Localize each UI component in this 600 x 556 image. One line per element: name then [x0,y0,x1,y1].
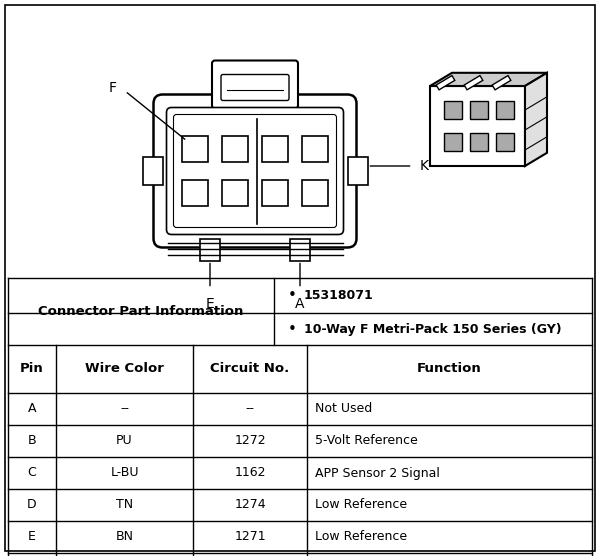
Text: Not Used: Not Used [315,403,372,415]
Bar [182,180,208,206]
Text: Wire Color: Wire Color [85,363,164,375]
Text: Connector Part Information: Connector Part Information [38,305,244,318]
Text: D: D [27,499,37,512]
Text: PU: PU [116,434,133,448]
Text: 5-Volt Reference: 5-Volt Reference [315,434,418,448]
Bar [262,136,288,162]
Text: 1162: 1162 [235,466,266,479]
FancyBboxPatch shape [173,115,337,227]
Text: •: • [287,321,296,336]
Text: E: E [206,296,214,310]
Text: F: F [109,81,117,95]
Text: A: A [28,403,36,415]
Text: 10-Way F Metri-Pack 150 Series (GY): 10-Way F Metri-Pack 150 Series (GY) [304,322,562,335]
Bar [444,133,462,151]
Text: 15318071: 15318071 [304,289,373,302]
Polygon shape [525,73,547,166]
Bar [430,86,525,166]
Text: C: C [28,466,37,479]
Bar [496,133,514,151]
Bar [470,133,488,151]
Text: TN: TN [116,499,133,512]
Bar [470,101,488,119]
Bar [302,136,328,162]
FancyBboxPatch shape [221,75,289,101]
Bar [347,157,367,185]
Bar [143,157,163,185]
Text: --: -- [245,403,254,415]
Bar [222,180,248,206]
Text: •: • [287,288,296,303]
Polygon shape [430,73,547,86]
FancyBboxPatch shape [167,107,343,235]
FancyBboxPatch shape [212,61,298,108]
FancyBboxPatch shape [154,95,356,247]
Text: Low Reference: Low Reference [315,530,407,544]
Text: K: K [419,159,428,173]
Text: --: -- [120,403,129,415]
Text: BN: BN [116,530,134,544]
Text: Low Reference: Low Reference [315,499,407,512]
Text: 1271: 1271 [234,530,266,544]
Bar [302,180,328,206]
Text: 1274: 1274 [234,499,266,512]
Bar [222,136,248,162]
Text: B: B [28,434,36,448]
Text: APP Sensor 2 Signal: APP Sensor 2 Signal [315,466,440,479]
Bar [290,239,310,261]
Text: Circuit No.: Circuit No. [211,363,290,375]
Bar [444,101,462,119]
Text: E: E [28,530,36,544]
Text: 1272: 1272 [234,434,266,448]
Text: L-BU: L-BU [110,466,139,479]
Bar [496,101,514,119]
Bar [262,180,288,206]
Bar [182,136,208,162]
Text: A: A [295,296,305,310]
Text: Function: Function [417,363,482,375]
Text: Pin: Pin [20,363,44,375]
Bar [200,239,220,261]
